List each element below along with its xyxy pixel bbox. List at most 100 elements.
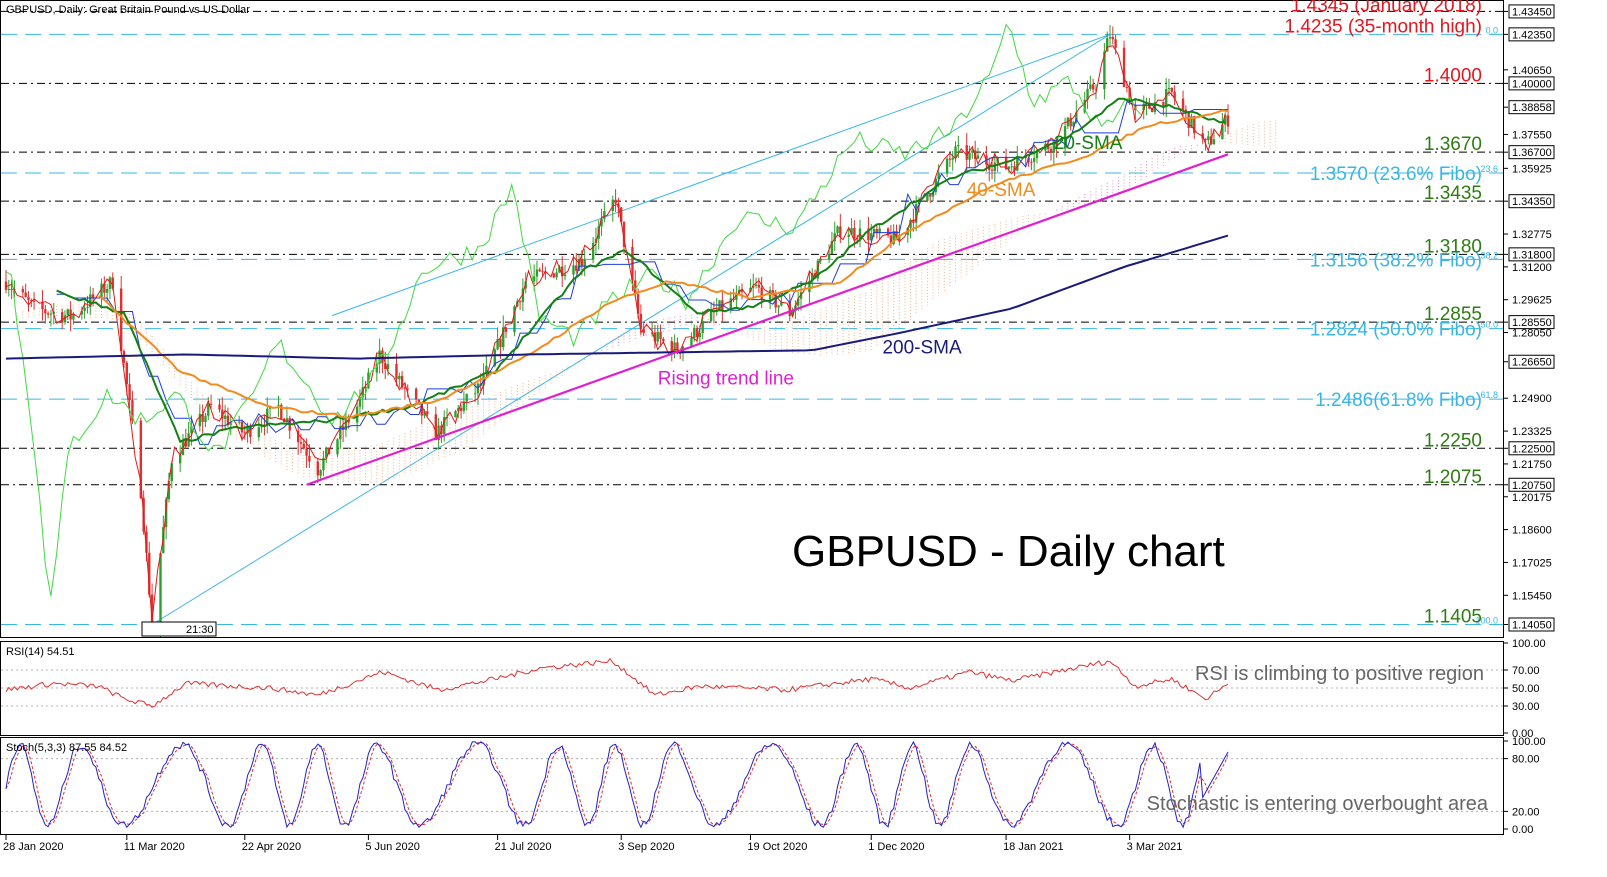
rsi-tick-label: 70.00 xyxy=(1512,665,1540,677)
candle-body xyxy=(811,273,814,281)
candle-body xyxy=(870,233,873,241)
candle-body xyxy=(659,331,662,339)
candle-body xyxy=(1030,161,1033,163)
candle-body xyxy=(532,276,536,282)
candle-body xyxy=(167,481,171,500)
candle-body xyxy=(1193,116,1196,134)
candle-body xyxy=(816,260,820,279)
indicator-label: 20-SMA xyxy=(1054,133,1123,154)
candle-body xyxy=(159,553,162,626)
candle-body xyxy=(642,328,645,333)
candle-body xyxy=(201,413,204,422)
candle-body xyxy=(937,173,940,179)
candle-body xyxy=(968,152,971,160)
candle-body xyxy=(572,265,575,275)
candle-body xyxy=(178,455,182,464)
candle-body xyxy=(1223,115,1227,125)
candle-body xyxy=(1212,139,1216,145)
candle-body xyxy=(240,421,244,433)
candle-body xyxy=(929,194,932,197)
candle-body xyxy=(1052,140,1056,153)
price-tick-label: 1.24900 xyxy=(1512,393,1552,405)
date-tick-label: 11 Mar 2020 xyxy=(124,841,185,853)
candle-body xyxy=(384,363,387,369)
price-tick-box xyxy=(1508,441,1555,456)
stochastic-tick-label: 100.00 xyxy=(1512,736,1546,748)
candle-body xyxy=(771,290,775,293)
price-tick-label: 1.28050 xyxy=(1512,328,1552,340)
candle-body xyxy=(400,375,404,388)
candle-body xyxy=(1221,124,1224,140)
candle-body xyxy=(732,298,735,300)
candle-body xyxy=(650,332,654,334)
candle-body xyxy=(1035,150,1039,159)
candle-body xyxy=(465,393,468,402)
candle-body xyxy=(679,352,682,354)
candle-body xyxy=(375,363,379,373)
price-tick-label: 1.37550 xyxy=(1512,129,1552,141)
candle-body xyxy=(813,273,817,279)
candle-body xyxy=(577,259,581,271)
price-tick-label: 1.23325 xyxy=(1512,426,1552,438)
candle-body xyxy=(145,531,148,553)
level-label: 1.2075 xyxy=(1424,467,1482,488)
price-tick-box xyxy=(1508,354,1555,369)
price-tick-box xyxy=(1508,477,1555,492)
price-tick-label: 1.38858 xyxy=(1512,102,1552,114)
candle-body xyxy=(367,372,370,389)
candle-body xyxy=(948,158,952,160)
candle-body xyxy=(1173,91,1176,99)
price-tick-box xyxy=(1508,145,1555,160)
candle-body xyxy=(976,155,980,159)
candle-body xyxy=(257,427,261,438)
candle-body xyxy=(325,447,328,458)
stochastic-main-line xyxy=(5,740,1229,829)
sma-40-line xyxy=(98,109,1229,419)
time-badge: 21:30 xyxy=(141,621,217,637)
fib-channel-line xyxy=(331,33,1111,317)
candle-body xyxy=(221,409,224,419)
level-label: 1.2250 xyxy=(1424,430,1482,451)
price-tick-box xyxy=(1508,76,1555,91)
stochastic-tick-label: 80.00 xyxy=(1512,754,1540,766)
candle-body xyxy=(83,307,86,312)
candle-body xyxy=(462,401,466,411)
candle-body xyxy=(914,204,918,223)
candle-body xyxy=(403,387,407,389)
candle-body xyxy=(473,393,477,395)
candle-body xyxy=(443,417,446,434)
candle-body xyxy=(4,281,8,290)
candle-body xyxy=(768,290,772,300)
price-tick-label: 1.20175 xyxy=(1512,492,1552,504)
price-panel[interactable] xyxy=(0,0,1504,638)
candle-body xyxy=(850,227,853,235)
candle-body xyxy=(485,365,488,374)
candle-body xyxy=(1013,166,1016,171)
candle-body xyxy=(504,327,508,333)
candle-body xyxy=(336,439,339,455)
price-tick-box xyxy=(1508,617,1555,632)
candle-body xyxy=(417,399,421,403)
price-tick-box xyxy=(1508,194,1555,209)
fib-level-label: 61.8 xyxy=(1480,390,1498,400)
candle-body xyxy=(583,259,586,267)
price-tick-label: 1.18600 xyxy=(1512,525,1552,537)
chart-header: GBPUSD, Daily: Great Britain Pound vs US… xyxy=(6,4,250,16)
stochastic-panel[interactable] xyxy=(0,737,1504,835)
candle-body xyxy=(777,305,780,308)
fib-level-label: 50.0 xyxy=(1480,320,1498,330)
candle-body xyxy=(752,285,755,288)
price-tick-label: 1.34350 xyxy=(1512,196,1552,208)
candle-body xyxy=(656,331,659,342)
candle-body xyxy=(993,162,997,171)
candle-body xyxy=(1049,149,1053,153)
candle-body xyxy=(316,461,320,476)
time-badge-text: 21:30 xyxy=(186,624,214,636)
fib-level-label: 100.0 xyxy=(1475,615,1498,625)
candle-body xyxy=(892,230,895,244)
candle-body xyxy=(853,227,856,239)
candle-body xyxy=(285,418,289,423)
candle-body xyxy=(150,594,154,626)
candle-body xyxy=(690,337,693,347)
date-tick-label: 1 Dec 2020 xyxy=(868,841,924,853)
